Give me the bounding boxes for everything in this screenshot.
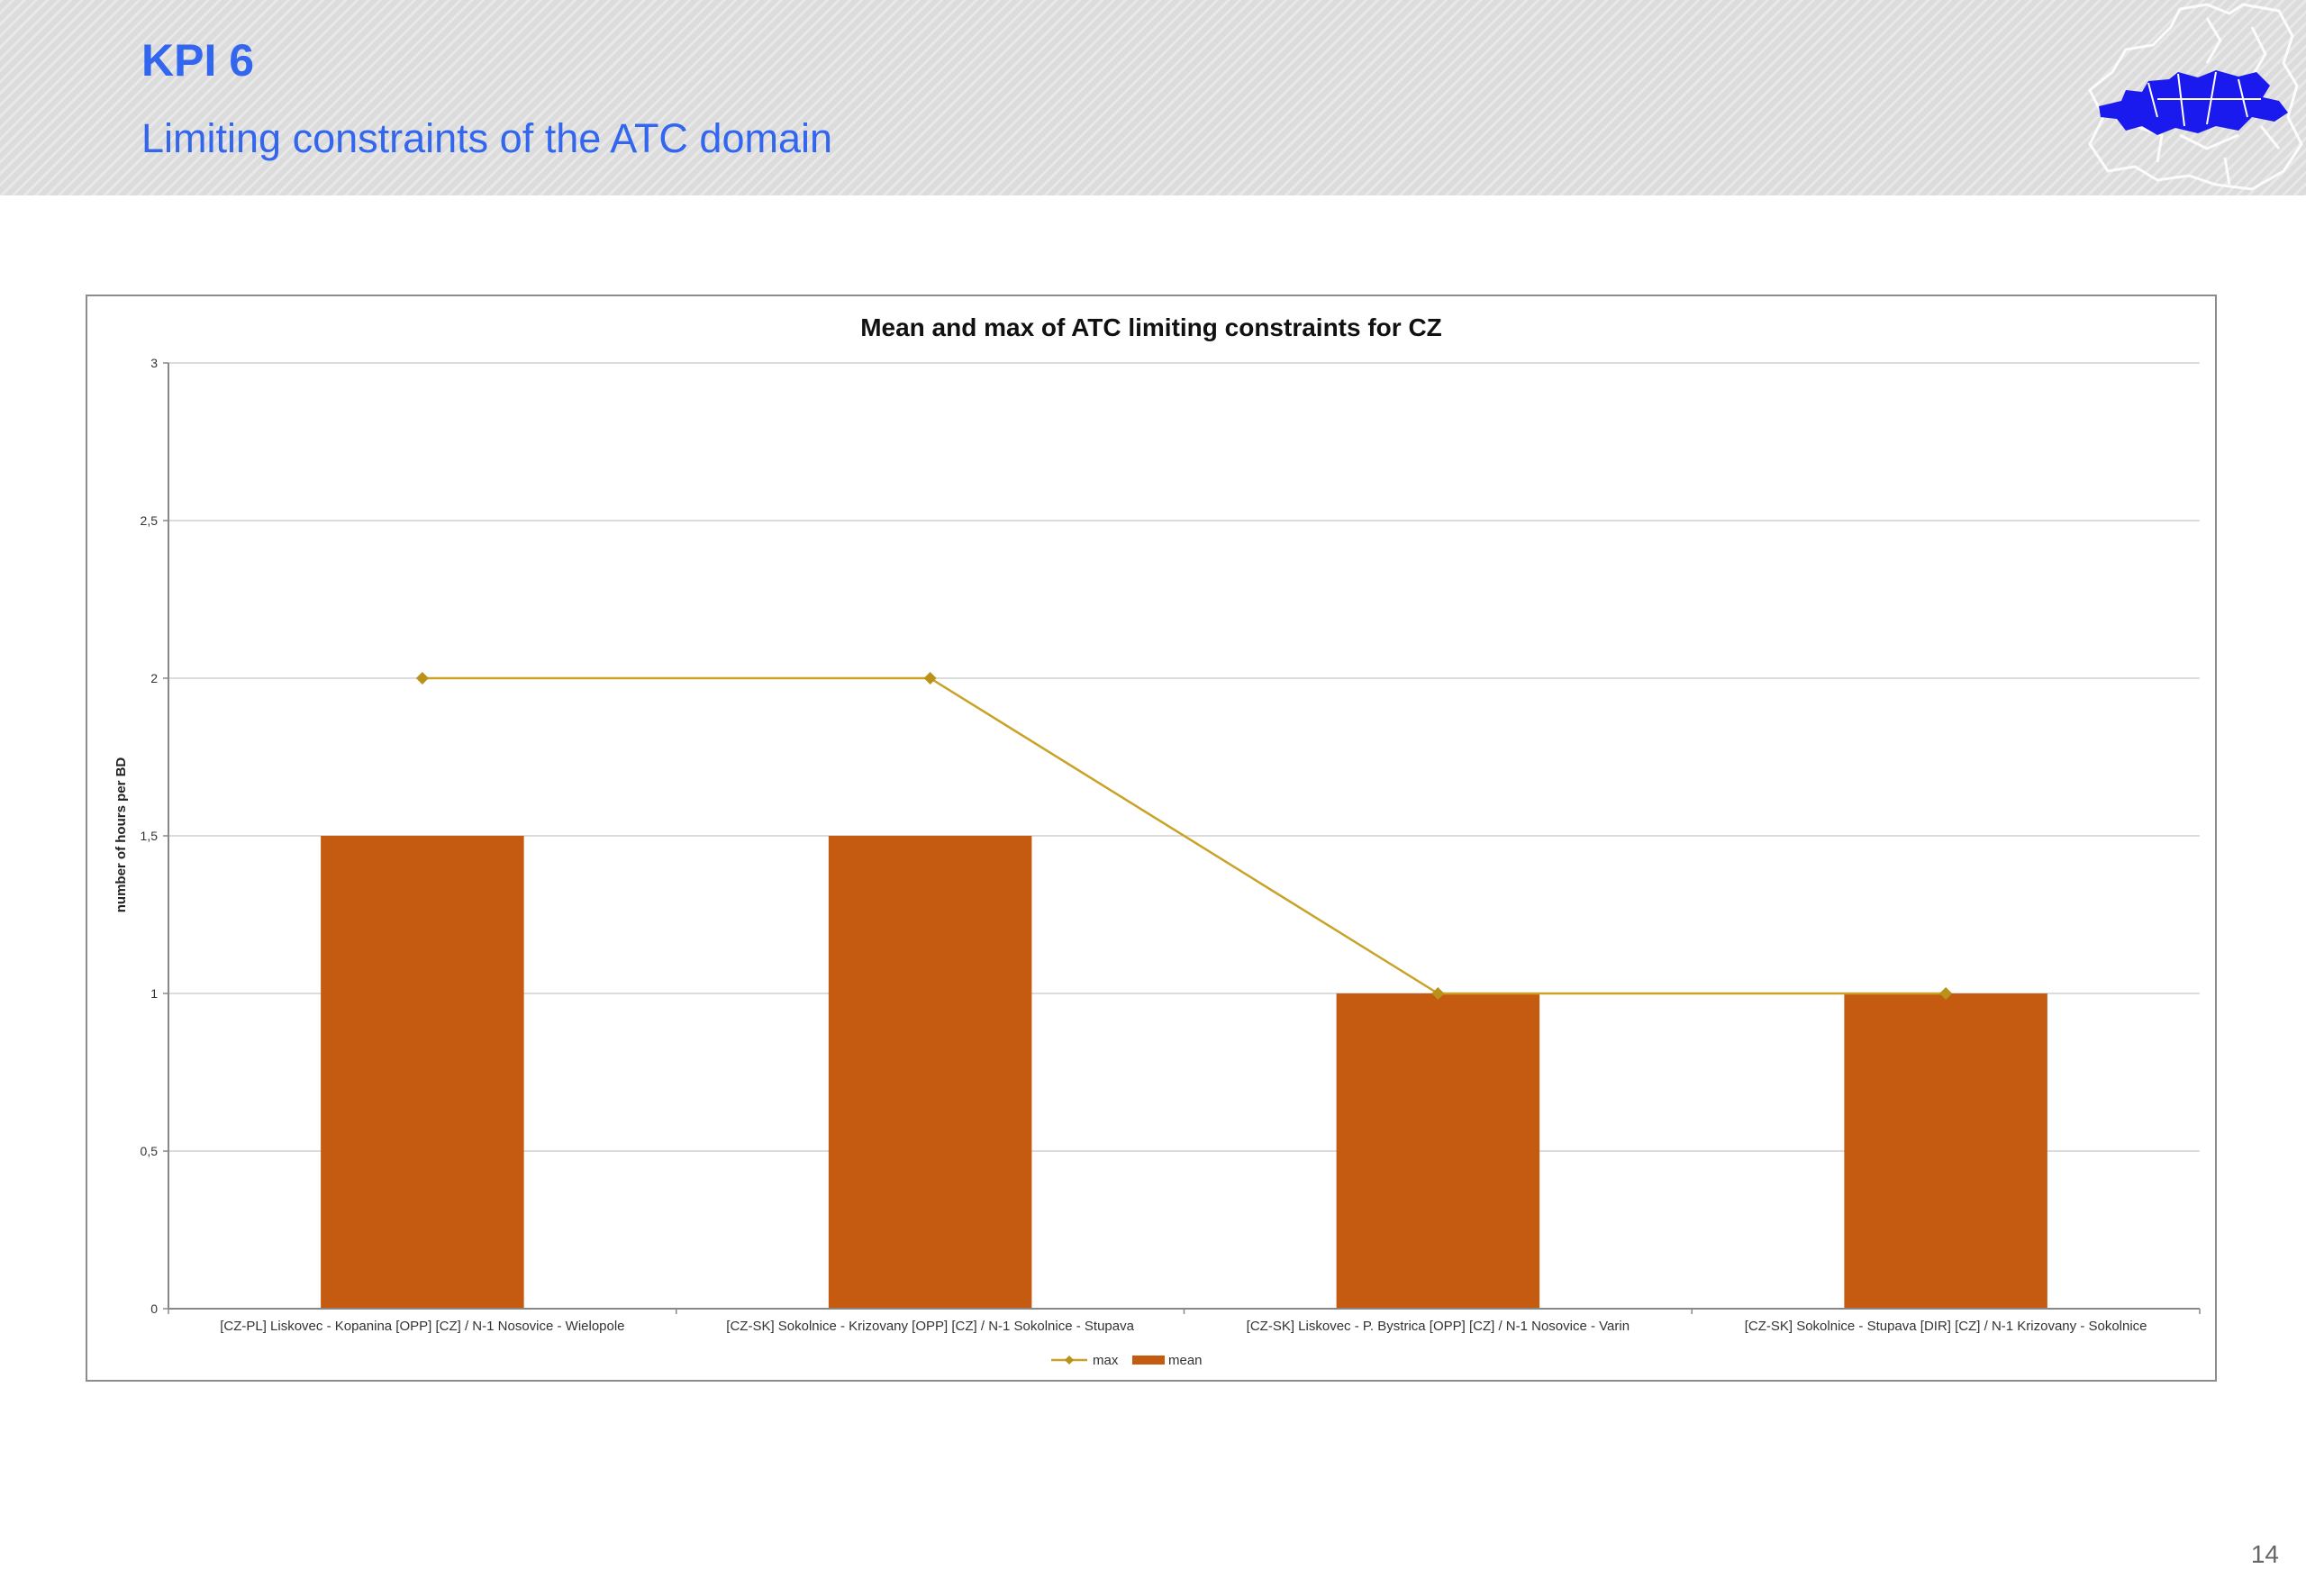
bar-mean-1: [321, 836, 524, 1309]
legend: max mean: [1051, 1353, 1203, 1368]
page-title: KPI 6: [141, 35, 255, 86]
max-line: [415, 672, 1953, 1000]
europe-map-logo-icon: [2088, 3, 2303, 191]
max-point-4: [1939, 987, 1953, 1000]
page-subtitle: Limiting constraints of the ATC domain: [141, 115, 833, 161]
bar-mean-2: [828, 836, 1032, 1309]
legend-max-label: max: [1093, 1353, 1119, 1368]
y-tick-label: 2,5: [141, 513, 159, 528]
legend-mean-label: mean: [1168, 1353, 1203, 1368]
y-tick-label: 2: [150, 671, 158, 685]
atc-limiting-constraints-chart: Mean and max of ATC limiting constraints…: [113, 313, 2201, 1368]
mean-bars: [321, 836, 2047, 1309]
max-series-line: [422, 676, 1947, 995]
chart-title: Mean and max of ATC limiting constraints…: [860, 313, 1442, 341]
y-tick-label: 0: [150, 1301, 158, 1316]
x-tick-label: [CZ-SK] Sokolnice - Stupava [DIR] [CZ] /…: [1745, 1319, 2147, 1334]
bar-mean-3: [1336, 993, 1540, 1309]
x-tick-label: [CZ-PL] Liskovec - Kopanina [OPP] [CZ] /…: [220, 1319, 624, 1334]
y-tick-label: 3: [150, 356, 158, 370]
page-number: 14: [2250, 1540, 2279, 1568]
y-axis-ticks: 0 0,5 1 1,5 2 2,5 3: [141, 356, 168, 1316]
legend-max-swatch-marker: [1065, 1356, 1074, 1365]
max-point-3: [1431, 987, 1445, 1000]
bar-mean-4: [1844, 993, 2047, 1309]
legend-mean-swatch: [1132, 1356, 1165, 1365]
y-tick-label: 0,5: [141, 1144, 159, 1158]
max-point-1: [415, 672, 429, 685]
chart-frame: Mean and max of ATC limiting constraints…: [86, 295, 2217, 1382]
y-tick-label: 1,5: [141, 829, 159, 843]
x-axis-ticks: [CZ-PL] Liskovec - Kopanina [OPP] [CZ] /…: [168, 1309, 2201, 1334]
x-tick-label: [CZ-SK] Liskovec - P. Bystrica [OPP] [CZ…: [1247, 1319, 1630, 1334]
max-point-2: [923, 672, 937, 685]
slide-header: KPI 6 Limiting constraints of the ATC do…: [0, 0, 2306, 195]
x-tick-label: [CZ-SK] Sokolnice - Krizovany [OPP] [CZ]…: [726, 1319, 1134, 1334]
y-tick-label: 1: [150, 986, 158, 1001]
y-axis-label: number of hours per BD: [113, 757, 129, 913]
